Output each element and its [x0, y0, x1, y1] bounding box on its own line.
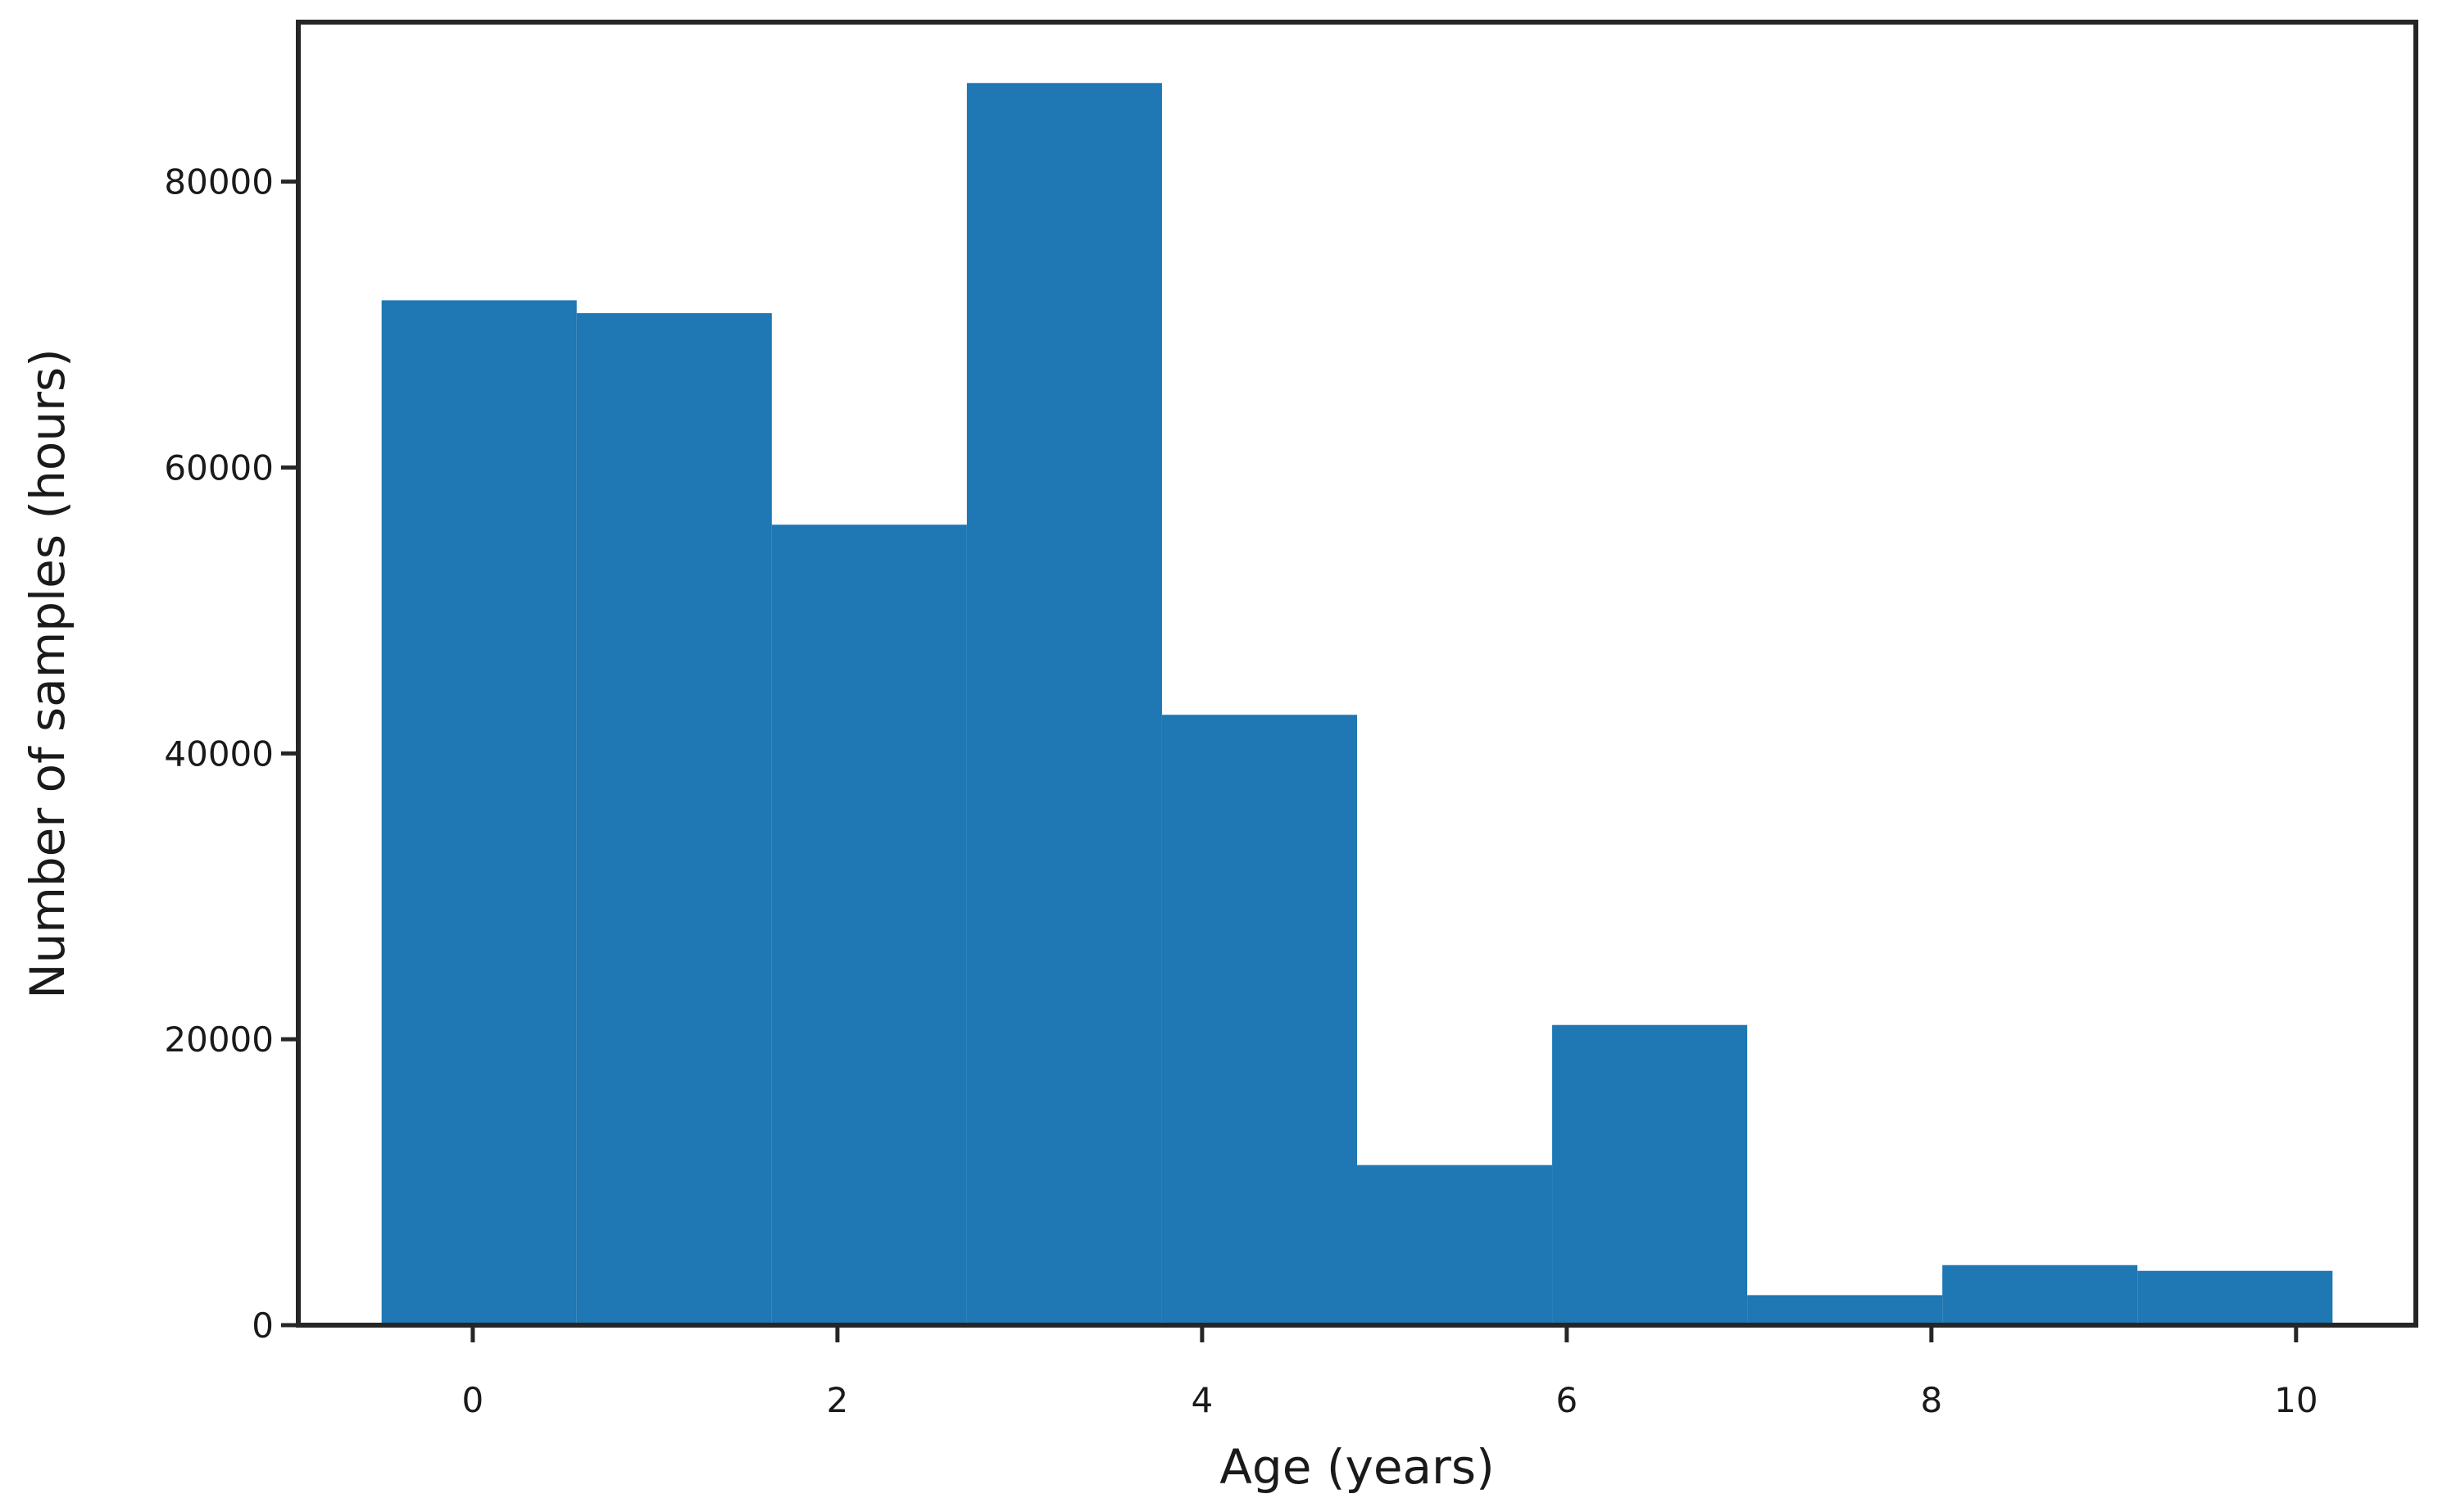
histogram-bar — [771, 524, 967, 1325]
y-tick-label: 60000 — [164, 447, 274, 488]
y-tick-label: 40000 — [164, 733, 274, 774]
y-tick-label: 20000 — [164, 1019, 274, 1060]
x-tick-label: 4 — [1192, 1380, 1214, 1420]
x-tick-label: 0 — [462, 1380, 484, 1420]
bars-layer — [381, 83, 2333, 1326]
histogram-bar — [966, 83, 1162, 1325]
histogram-bar — [1942, 1265, 2138, 1325]
x-tick-label: 2 — [827, 1380, 849, 1420]
histogram-bar — [576, 313, 772, 1326]
histogram-bar — [2137, 1270, 2333, 1325]
x-axis-label: Age (years) — [1219, 1439, 1494, 1495]
histogram-bar — [1747, 1295, 1943, 1325]
histogram-bar — [381, 300, 577, 1326]
histogram-bar — [1552, 1024, 1748, 1325]
axes-layer — [281, 20, 2418, 1342]
y-tick-label: 80000 — [164, 162, 274, 202]
histogram-bar — [1357, 1165, 1553, 1325]
x-tick-label: 6 — [1555, 1380, 1578, 1420]
plot-spines — [296, 20, 2418, 1328]
histogram-bar — [1161, 715, 1357, 1325]
tick-labels-layer: 0 2 4 6 8 10 0 20000 40000 60000 80000 — [164, 162, 2318, 1420]
y-tick-label: 0 — [252, 1305, 274, 1346]
x-tick-label: 8 — [1920, 1380, 1942, 1420]
x-tick-label: 10 — [2274, 1380, 2318, 1420]
y-axis-label: Number of samples (hours) — [20, 348, 75, 999]
